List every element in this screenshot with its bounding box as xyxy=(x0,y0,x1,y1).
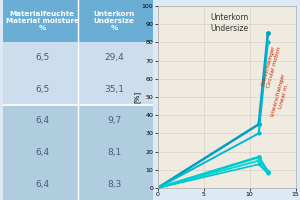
Text: 6,4: 6,4 xyxy=(35,116,49,126)
Text: 9,7: 9,7 xyxy=(107,116,121,126)
Text: Materialfeuchte
Material moisture
%: Materialfeuchte Material moisture % xyxy=(5,10,79,31)
Text: 8,1: 8,1 xyxy=(107,148,121,157)
Bar xyxy=(3,137,153,168)
Text: 6,4: 6,4 xyxy=(35,148,49,157)
Bar xyxy=(3,168,153,200)
Y-axis label: [%]: [%] xyxy=(134,91,140,103)
Text: 8,3: 8,3 xyxy=(107,180,121,189)
Text: Unterkorn
Undersize: Unterkorn Undersize xyxy=(210,13,248,33)
Text: 6,5: 6,5 xyxy=(35,53,49,62)
Text: 35,1: 35,1 xyxy=(104,85,124,94)
Text: Unterkorn
Undersize
%: Unterkorn Undersize % xyxy=(93,10,135,31)
Bar xyxy=(3,42,153,74)
Text: Kreisschwinger
Circular motion: Kreisschwinger Circular motion xyxy=(260,44,282,88)
Text: Linearschwinger
Linear m.: Linearschwinger Linear m. xyxy=(270,72,292,119)
Bar xyxy=(3,0,153,42)
Text: 29,4: 29,4 xyxy=(104,53,124,62)
Text: 6,4: 6,4 xyxy=(35,180,49,189)
Bar xyxy=(3,105,153,137)
Bar xyxy=(3,74,153,105)
Text: 6,5: 6,5 xyxy=(35,85,49,94)
